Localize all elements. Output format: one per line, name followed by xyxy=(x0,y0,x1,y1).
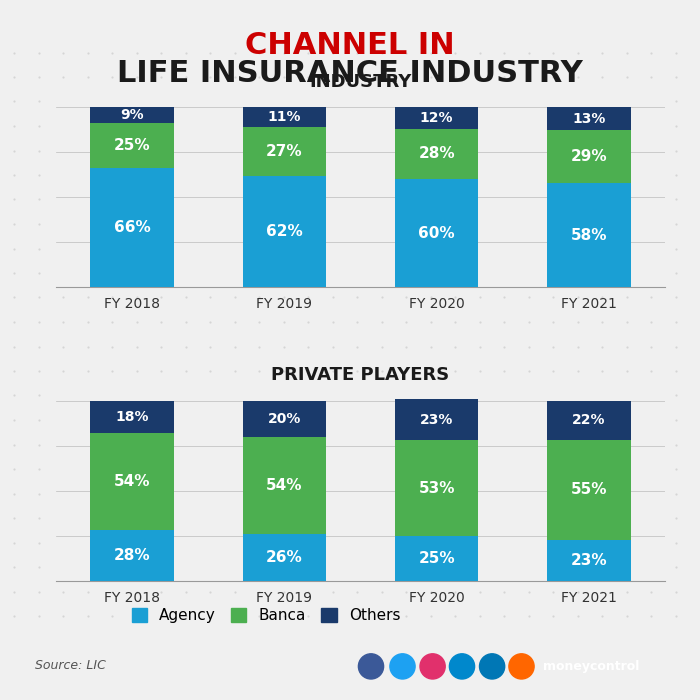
Bar xyxy=(395,440,479,536)
Text: 60%: 60% xyxy=(419,226,455,241)
Legend: Agency, Banca, Others: Agency, Banca, Others xyxy=(125,602,407,629)
Bar xyxy=(547,440,631,540)
Text: Source: LIC: Source: LIC xyxy=(35,659,106,672)
Bar xyxy=(547,540,631,581)
Text: 66%: 66% xyxy=(113,220,150,235)
Text: 22%: 22% xyxy=(572,414,606,428)
Bar xyxy=(242,534,326,581)
Text: 55%: 55% xyxy=(570,482,607,498)
Text: 23%: 23% xyxy=(570,553,607,568)
Text: 28%: 28% xyxy=(419,146,455,162)
Bar xyxy=(547,130,631,183)
Text: 20%: 20% xyxy=(267,412,301,426)
Bar xyxy=(547,183,631,288)
Bar xyxy=(242,107,326,127)
Bar xyxy=(395,129,479,179)
Text: 27%: 27% xyxy=(266,144,302,159)
Bar xyxy=(90,433,174,531)
Text: 13%: 13% xyxy=(572,112,606,126)
Text: 54%: 54% xyxy=(266,478,302,493)
Text: 54%: 54% xyxy=(114,475,150,489)
Text: CHANNEL IN: CHANNEL IN xyxy=(245,32,455,60)
Text: 9%: 9% xyxy=(120,108,144,122)
Text: 11%: 11% xyxy=(267,110,301,124)
Bar xyxy=(90,531,174,581)
Text: 29%: 29% xyxy=(570,149,607,164)
Bar xyxy=(395,536,479,581)
Bar xyxy=(547,107,631,130)
Bar xyxy=(90,123,174,169)
Text: 18%: 18% xyxy=(116,410,149,424)
Text: 62%: 62% xyxy=(266,224,302,239)
Bar xyxy=(242,176,326,288)
Bar xyxy=(395,107,479,129)
Bar xyxy=(395,179,479,288)
Bar xyxy=(242,437,326,534)
Text: 28%: 28% xyxy=(114,548,150,564)
Text: 23%: 23% xyxy=(420,412,454,426)
Title: PRIVATE PLAYERS: PRIVATE PLAYERS xyxy=(272,367,449,384)
Text: LIFE INSURANCE INDUSTRY: LIFE INSURANCE INDUSTRY xyxy=(117,60,583,88)
Bar xyxy=(90,400,174,433)
Text: 25%: 25% xyxy=(114,139,150,153)
Bar xyxy=(242,400,326,437)
Text: 58%: 58% xyxy=(570,228,607,243)
Bar xyxy=(395,399,479,440)
Bar xyxy=(90,107,174,123)
Text: moneycontrol: moneycontrol xyxy=(543,660,640,673)
Bar xyxy=(547,400,631,440)
Text: 25%: 25% xyxy=(419,551,455,566)
Bar xyxy=(90,169,174,288)
Title: INDUSTRY: INDUSTRY xyxy=(309,73,412,91)
Text: 53%: 53% xyxy=(419,481,455,496)
Text: 26%: 26% xyxy=(266,550,302,565)
Bar xyxy=(242,127,326,176)
Text: 12%: 12% xyxy=(420,111,454,125)
